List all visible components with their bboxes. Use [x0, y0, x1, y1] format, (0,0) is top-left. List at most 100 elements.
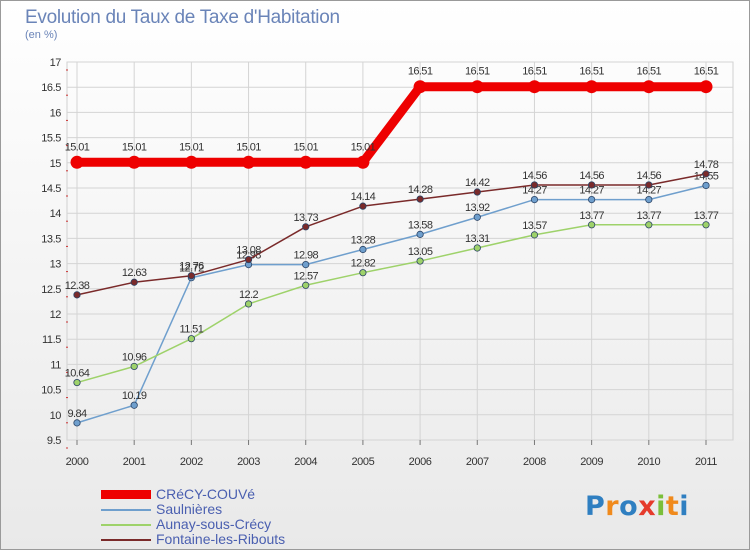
x-tick-label: 2010: [637, 456, 660, 468]
x-tick-label: 2009: [580, 456, 603, 468]
y-tick-label: 13: [50, 259, 62, 271]
legend-swatch-fontaine-les-ribouts: [101, 539, 151, 541]
data-label: 10.96: [122, 351, 147, 363]
data-label: 16.51: [694, 66, 719, 78]
data-point: [359, 245, 367, 254]
logo-letter: t: [665, 491, 680, 522]
x-tick-label: 2005: [351, 456, 374, 468]
data-point: [187, 272, 195, 280]
grid-lines: [67, 61, 733, 441]
data-point: [530, 195, 539, 204]
y-tick-label: 10: [50, 410, 62, 422]
y-tick-label: 13.5: [41, 233, 61, 245]
series-line-3: [76, 173, 707, 296]
data-label: 13.05: [408, 246, 433, 258]
data-point: [356, 155, 370, 169]
data-label: 14.27: [522, 185, 547, 197]
legend-swatch-saulnieres: [101, 509, 151, 511]
data-label: 12.98: [236, 250, 261, 262]
y-tick-label: 12: [50, 309, 62, 321]
logo-letter: x: [638, 491, 657, 522]
x-tick-label: 2006: [409, 456, 432, 468]
data-label: 11.51: [180, 324, 204, 336]
data-point: [473, 213, 481, 221]
data-point: [585, 80, 599, 94]
data-point: [470, 80, 484, 94]
data-point: [588, 181, 596, 189]
data-label: 13.77: [694, 210, 719, 222]
data-point: [473, 244, 481, 252]
data-label: 15.01: [351, 141, 376, 153]
data-label: 14.56: [579, 170, 604, 182]
data-point: [244, 255, 253, 264]
data-point: [130, 278, 138, 286]
data-point: [473, 188, 481, 196]
data-point: [416, 230, 424, 238]
data-label: 15.01: [65, 141, 90, 153]
data-label: 16.51: [408, 66, 433, 78]
series-layer: 9.84 10.19 12.72 12.98 12.98 13.28 13.58 13.92 1…: [65, 66, 719, 427]
data-point: [299, 155, 313, 169]
data-label: 14.28: [408, 184, 433, 196]
y-tick-label: 9.5: [47, 435, 61, 447]
data-point: [359, 269, 367, 277]
series-line-2: [76, 224, 707, 384]
x-tick-label: 2011: [695, 456, 717, 468]
data-label: 12.76: [179, 261, 204, 273]
data-label: 13.28: [351, 234, 376, 246]
data-label: 16.51: [579, 66, 604, 78]
data-label: 13.57: [522, 220, 547, 232]
data-label: 12.57: [293, 270, 318, 282]
legend-label-saulnieres: Saulnières: [156, 501, 223, 517]
data-label: 14.56: [637, 170, 662, 182]
data-label: 13.77: [579, 210, 604, 222]
data-point: [702, 181, 710, 190]
data-point: [530, 231, 539, 239]
data-point: [73, 378, 81, 387]
data-label: 15.01: [122, 141, 147, 153]
data-point: [70, 155, 84, 169]
x-tick-label: 2004: [294, 456, 317, 468]
data-point: [588, 195, 596, 204]
proxiti-logo: Proxiti: [585, 491, 689, 522]
data-point: [588, 221, 596, 229]
data-point: [645, 195, 653, 204]
y-tick-label: 11.5: [42, 334, 61, 346]
x-tick-label: 2001: [123, 456, 146, 468]
y-tick-label: 17: [50, 57, 62, 69]
data-label: 15.01: [293, 141, 318, 153]
data-point: [530, 181, 539, 189]
y-tick-label: 11: [50, 359, 61, 371]
data-point: [642, 80, 656, 94]
data-point: [302, 223, 310, 231]
data-label: 14.56: [522, 170, 547, 182]
data-label: 14.42: [465, 177, 490, 189]
data-point: [242, 155, 256, 169]
x-tick-label: 2002: [180, 456, 203, 468]
series-line-1: [76, 184, 707, 424]
data-label: 13.77: [637, 210, 662, 222]
x-tick-label: 2000: [66, 456, 89, 468]
y-tick-label: 16: [50, 107, 62, 119]
y-tick-label: 10.5: [41, 385, 61, 397]
data-label: 15.01: [236, 141, 261, 153]
data-label: 13.92: [465, 202, 490, 214]
data-point: [302, 261, 310, 269]
data-label: 12.2: [239, 289, 258, 301]
data-point: [184, 155, 198, 169]
logo-letter: o: [619, 491, 639, 522]
data-point: [73, 419, 81, 427]
data-label: 14.27: [637, 185, 662, 197]
logo-letter: i: [679, 491, 690, 522]
data-point: [645, 221, 653, 229]
data-label: 13.73: [293, 212, 318, 224]
logo-letter: P: [585, 491, 606, 522]
legend-swatch-aunay-sous-crecy: [101, 524, 151, 526]
data-label: 10.64: [65, 368, 90, 380]
data-label: 14.27: [579, 185, 604, 197]
data-point: [413, 80, 427, 94]
chart-unit-label: (en %): [25, 29, 58, 41]
data-point: [527, 80, 541, 94]
data-point: [699, 80, 713, 94]
